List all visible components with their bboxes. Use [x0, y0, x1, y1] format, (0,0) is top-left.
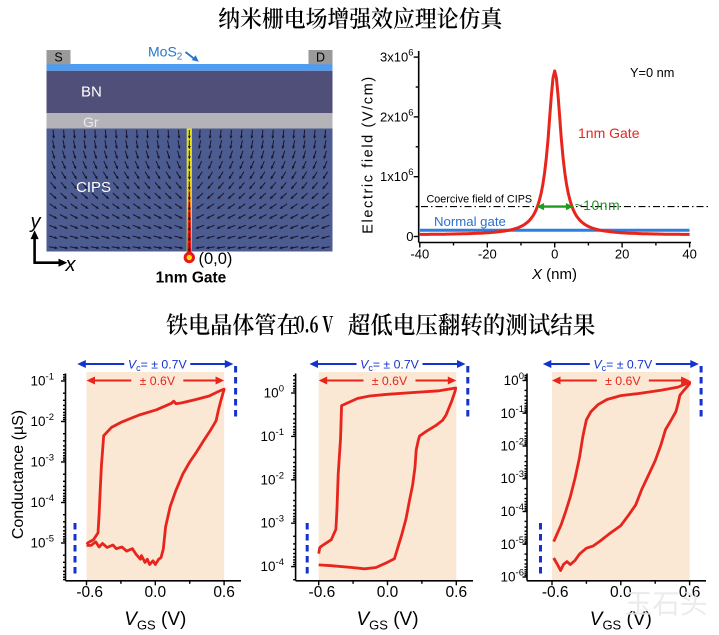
svg-text:Electric field (V/cm): Electric field (V/cm): [361, 75, 377, 233]
svg-text:0: 0: [406, 229, 413, 244]
svg-text:0: 0: [551, 247, 558, 262]
svg-text:0.6: 0.6: [679, 584, 701, 601]
svg-text:20: 20: [615, 247, 629, 262]
svg-text:S: S: [54, 51, 62, 65]
svg-text:Gr: Gr: [83, 114, 99, 130]
svg-text:Vc= ± 0.7V: Vc= ± 0.7V: [128, 357, 188, 373]
svg-text:(0,0): (0,0): [199, 250, 233, 268]
svg-text:-0.6: -0.6: [542, 584, 569, 601]
svg-text:Vc= ± 0.7V: Vc= ± 0.7V: [360, 357, 420, 373]
svg-text:MoS2: MoS2: [148, 44, 183, 63]
svg-text:1x106: 1x106: [380, 167, 414, 184]
svg-text:-40: -40: [410, 247, 429, 262]
svg-text:40: 40: [682, 247, 696, 262]
svg-text:2x106: 2x106: [380, 107, 414, 124]
svg-text:0.0: 0.0: [610, 584, 632, 601]
svg-text:± 0.6V: ± 0.6V: [372, 374, 408, 388]
svg-text:X (nm): X (nm): [531, 266, 577, 283]
svg-text:-20: -20: [478, 247, 497, 262]
svg-text:~10nm: ~10nm: [575, 197, 621, 213]
svg-text:D: D: [316, 51, 325, 65]
svg-text:Normal gate: Normal gate: [434, 214, 506, 229]
svg-text:3x106: 3x106: [380, 48, 414, 65]
svg-text:0.6: 0.6: [446, 584, 468, 601]
svg-text:1nm Gate: 1nm Gate: [578, 125, 640, 141]
svg-text:x: x: [65, 254, 77, 276]
svg-text:1nm Gate: 1nm Gate: [156, 270, 227, 287]
svg-text:BN: BN: [81, 84, 102, 101]
svg-text:Coercive field of CIPS: Coercive field of CIPS: [427, 194, 533, 206]
svg-text:0.0: 0.0: [145, 584, 167, 601]
svg-text:Vc= ± 0.7V: Vc= ± 0.7V: [593, 357, 653, 373]
svg-text:y: y: [29, 211, 42, 233]
svg-text:Conductance (µS): Conductance (µS): [10, 410, 27, 539]
svg-text:CIPS: CIPS: [76, 179, 111, 196]
svg-text:VGS (V): VGS (V): [124, 609, 186, 633]
svg-text:VGS (V): VGS (V): [356, 609, 418, 633]
svg-text:VGS (V): VGS (V): [590, 609, 652, 633]
svg-text:0.0: 0.0: [377, 584, 399, 601]
svg-text:0.6: 0.6: [213, 584, 235, 601]
svg-text:Y=0 nm: Y=0 nm: [630, 65, 674, 80]
svg-text:± 0.6V: ± 0.6V: [605, 374, 641, 388]
svg-text:-0.6: -0.6: [309, 584, 336, 601]
svg-text:± 0.6V: ± 0.6V: [140, 374, 176, 388]
svg-text:-0.6: -0.6: [76, 584, 103, 601]
